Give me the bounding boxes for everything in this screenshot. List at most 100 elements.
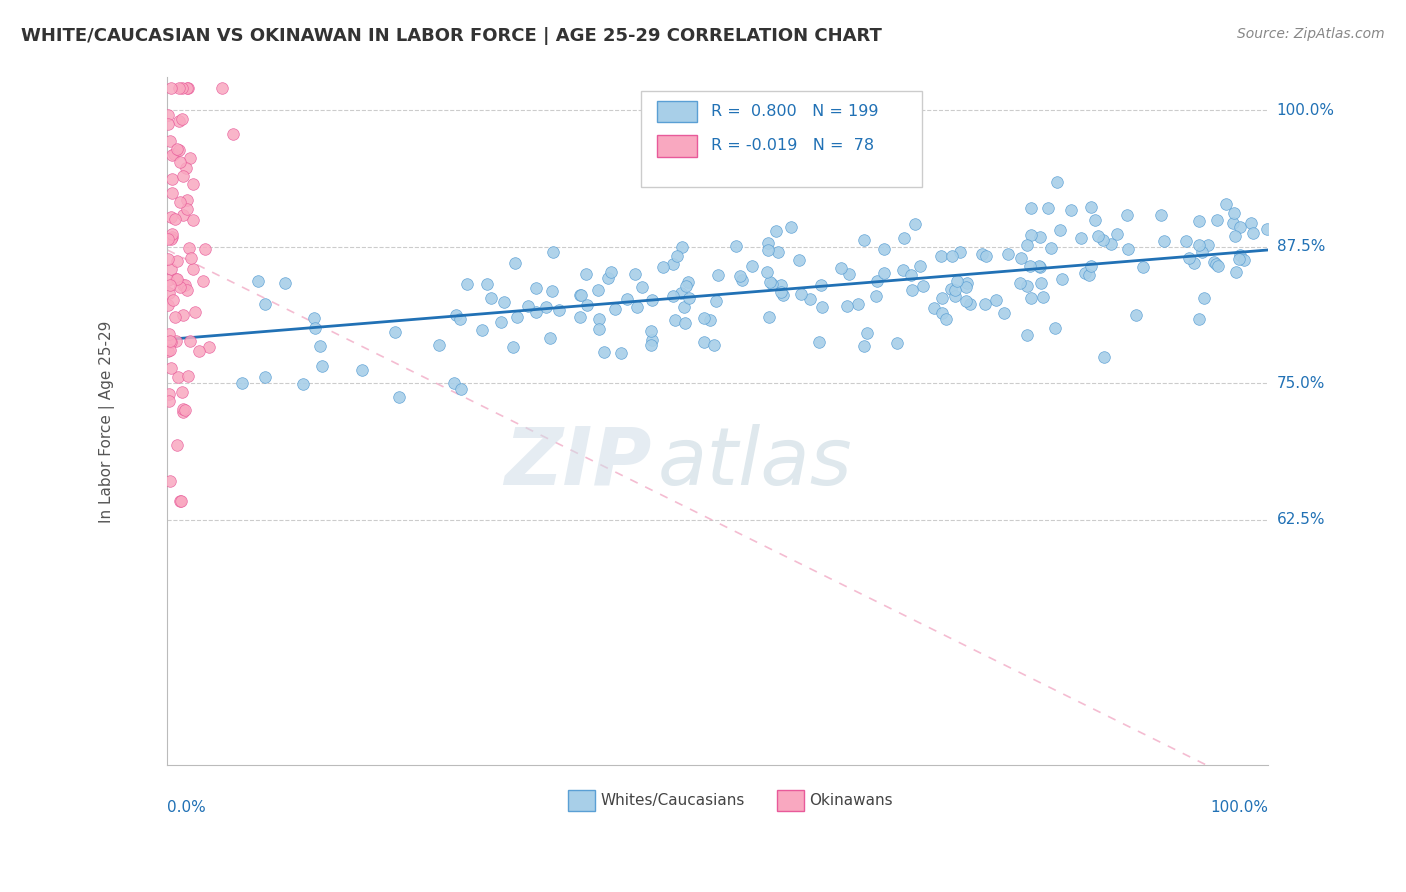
Point <box>524 280 547 294</box>
Point <box>846 297 869 311</box>
Point <box>167 370 190 384</box>
Point <box>169 494 191 508</box>
Point <box>194 242 217 256</box>
Point <box>568 310 591 324</box>
Point <box>790 287 813 301</box>
Point <box>384 325 406 339</box>
Point <box>728 269 751 284</box>
Point <box>157 393 180 408</box>
Point <box>162 147 184 161</box>
Point <box>1153 234 1175 248</box>
Point <box>939 282 962 296</box>
Point <box>160 229 183 244</box>
Point <box>596 270 619 285</box>
Point <box>955 280 977 294</box>
Point <box>304 321 326 335</box>
Text: 100.0%: 100.0% <box>1211 799 1268 814</box>
Point <box>157 286 180 301</box>
Point <box>616 292 638 306</box>
Point <box>221 127 243 141</box>
Point <box>157 273 180 287</box>
Point <box>891 263 914 277</box>
Point <box>160 210 183 224</box>
Point <box>163 310 186 324</box>
Point <box>900 268 922 282</box>
Point <box>772 287 794 301</box>
Text: atlas: atlas <box>657 424 852 501</box>
Point <box>1188 214 1211 228</box>
Point <box>172 401 194 416</box>
Point <box>173 277 195 292</box>
Point <box>1015 238 1038 252</box>
Point <box>159 475 181 489</box>
Point <box>830 260 852 275</box>
Point <box>502 340 524 354</box>
Point <box>292 376 315 391</box>
Point <box>159 343 181 358</box>
Point <box>678 291 700 305</box>
Point <box>176 193 198 207</box>
Point <box>1233 252 1256 267</box>
Point <box>1038 202 1060 216</box>
Point <box>955 294 977 309</box>
Point <box>169 494 191 508</box>
Point <box>180 252 202 266</box>
Point <box>446 308 468 322</box>
Point <box>756 235 779 250</box>
Point <box>673 317 696 331</box>
Point <box>904 217 927 231</box>
Point <box>605 302 627 317</box>
Point <box>166 142 188 156</box>
Point <box>731 272 754 286</box>
Text: 62.5%: 62.5% <box>1277 512 1326 527</box>
Point <box>893 231 915 245</box>
Text: R = -0.019   N =  78: R = -0.019 N = 78 <box>711 138 875 153</box>
Point <box>574 268 596 282</box>
Point <box>678 275 700 289</box>
Point <box>541 244 564 259</box>
Point <box>1074 266 1097 280</box>
Point <box>489 315 512 329</box>
Point <box>159 278 181 293</box>
Point <box>974 249 997 263</box>
Point <box>169 155 191 169</box>
Point <box>162 227 184 242</box>
Point <box>766 244 789 259</box>
Point <box>159 335 181 350</box>
Point <box>1205 256 1227 270</box>
Text: R =  0.800   N = 199: R = 0.800 N = 199 <box>711 104 879 119</box>
Point <box>166 254 188 268</box>
Point <box>1241 226 1264 240</box>
Point <box>799 292 821 306</box>
Text: 100.0%: 100.0% <box>1277 103 1334 118</box>
Point <box>640 338 662 352</box>
Point <box>693 311 716 326</box>
FancyBboxPatch shape <box>778 790 804 811</box>
Point <box>810 278 832 293</box>
Point <box>1008 277 1031 291</box>
Point <box>162 293 184 307</box>
Point <box>1028 260 1050 274</box>
Point <box>1256 221 1278 235</box>
Point <box>1049 223 1071 237</box>
Point <box>160 186 183 200</box>
Point <box>703 337 725 351</box>
Point <box>1031 276 1053 290</box>
Point <box>1240 216 1263 230</box>
Point <box>427 337 450 351</box>
Point <box>765 223 787 237</box>
Point <box>1029 260 1052 274</box>
Point <box>157 327 180 342</box>
Point <box>246 274 269 288</box>
Point <box>1178 252 1201 266</box>
Point <box>1087 229 1109 244</box>
Point <box>253 297 276 311</box>
Point <box>706 268 728 282</box>
Point <box>1222 206 1244 220</box>
Point <box>184 304 207 318</box>
Point <box>517 300 540 314</box>
Point <box>779 220 801 235</box>
Point <box>177 81 200 95</box>
Point <box>769 285 792 300</box>
Point <box>661 257 683 271</box>
